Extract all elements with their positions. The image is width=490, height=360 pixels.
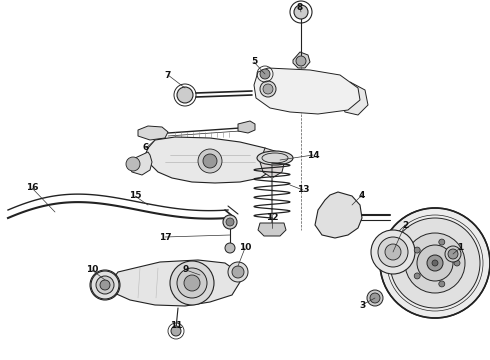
Circle shape — [184, 275, 200, 291]
Circle shape — [225, 243, 235, 253]
Circle shape — [380, 208, 490, 318]
Polygon shape — [315, 192, 362, 238]
Circle shape — [170, 261, 214, 305]
Circle shape — [198, 149, 222, 173]
Circle shape — [263, 84, 273, 94]
Text: 4: 4 — [359, 190, 365, 199]
Text: 10: 10 — [86, 266, 98, 274]
Circle shape — [439, 239, 445, 245]
Ellipse shape — [257, 151, 293, 165]
Polygon shape — [112, 260, 240, 306]
Circle shape — [260, 69, 270, 79]
Text: 13: 13 — [297, 185, 309, 194]
Circle shape — [171, 326, 181, 336]
Circle shape — [417, 245, 453, 281]
Circle shape — [367, 290, 383, 306]
Circle shape — [405, 233, 465, 293]
Polygon shape — [128, 152, 152, 175]
Circle shape — [223, 215, 237, 229]
Text: 17: 17 — [159, 233, 171, 242]
Circle shape — [260, 81, 276, 97]
Circle shape — [226, 218, 234, 226]
Circle shape — [414, 273, 420, 279]
Circle shape — [439, 281, 445, 287]
Circle shape — [385, 244, 401, 260]
Circle shape — [445, 246, 461, 262]
Text: 6: 6 — [143, 144, 149, 153]
Circle shape — [228, 262, 248, 282]
Circle shape — [448, 249, 458, 259]
Circle shape — [371, 230, 415, 274]
Circle shape — [177, 87, 193, 103]
Circle shape — [390, 218, 480, 308]
Polygon shape — [293, 52, 310, 68]
Circle shape — [370, 293, 380, 303]
Circle shape — [294, 5, 308, 19]
Circle shape — [232, 266, 244, 278]
Polygon shape — [340, 82, 368, 115]
Circle shape — [414, 247, 420, 253]
Text: 3: 3 — [359, 301, 365, 310]
Circle shape — [96, 276, 114, 294]
Polygon shape — [138, 126, 168, 140]
Text: 5: 5 — [251, 58, 257, 67]
Circle shape — [454, 260, 460, 266]
Circle shape — [203, 154, 217, 168]
Polygon shape — [260, 148, 285, 178]
Polygon shape — [254, 68, 360, 114]
Text: 11: 11 — [170, 320, 182, 329]
Text: 14: 14 — [307, 150, 319, 159]
Text: 10: 10 — [239, 243, 251, 252]
Text: 15: 15 — [129, 192, 141, 201]
Text: 7: 7 — [165, 71, 171, 80]
Text: 16: 16 — [26, 184, 38, 193]
Text: 1: 1 — [457, 243, 463, 252]
Circle shape — [126, 157, 140, 171]
Polygon shape — [258, 223, 286, 236]
Circle shape — [296, 56, 306, 66]
Text: 8: 8 — [297, 4, 303, 13]
Circle shape — [432, 260, 438, 266]
Circle shape — [378, 237, 408, 267]
Text: 9: 9 — [183, 266, 189, 274]
Circle shape — [100, 280, 110, 290]
Polygon shape — [238, 121, 255, 133]
Text: 12: 12 — [266, 213, 278, 222]
Polygon shape — [146, 137, 275, 183]
Circle shape — [91, 271, 119, 299]
Text: 2: 2 — [402, 220, 408, 230]
Circle shape — [177, 268, 207, 298]
Circle shape — [427, 255, 443, 271]
